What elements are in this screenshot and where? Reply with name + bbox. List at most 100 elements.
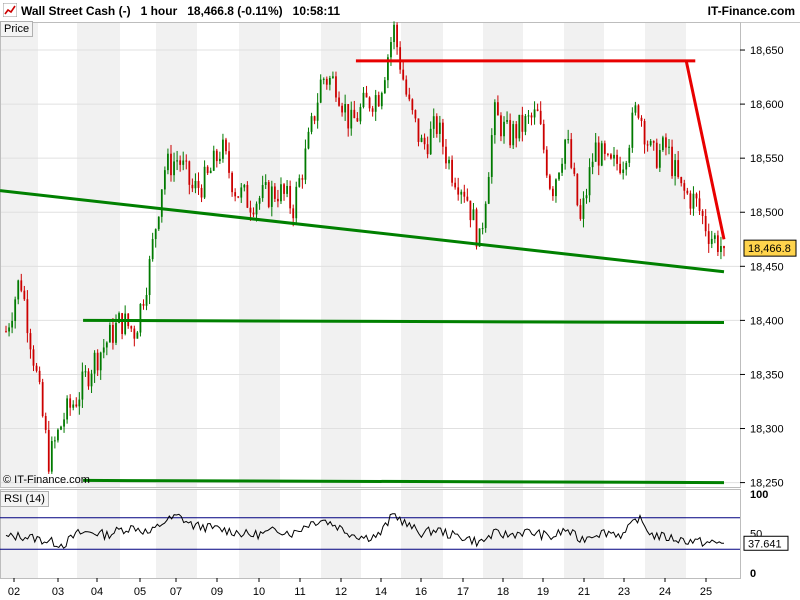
candle-body bbox=[387, 57, 389, 81]
candle-body bbox=[185, 160, 188, 162]
price-tick-label: 18,550 bbox=[750, 153, 784, 165]
candle-body bbox=[716, 235, 719, 252]
candle-body bbox=[417, 118, 420, 142]
current-price-label: 18,466.8 bbox=[748, 243, 791, 255]
candle-body bbox=[102, 347, 105, 353]
candle-body bbox=[191, 184, 194, 189]
candle-body bbox=[429, 128, 432, 155]
candle-body bbox=[11, 320, 14, 328]
day-band bbox=[77, 23, 120, 488]
candle-body bbox=[133, 328, 136, 339]
candle-body bbox=[671, 146, 673, 177]
day-band bbox=[156, 23, 197, 488]
time-tick-label: 02 bbox=[8, 586, 20, 598]
price-label: Price bbox=[0, 21, 34, 37]
candle-body bbox=[393, 24, 395, 43]
candle-body bbox=[197, 180, 200, 188]
candle-body bbox=[665, 137, 667, 148]
candle-body bbox=[655, 142, 658, 168]
candle-body bbox=[478, 228, 481, 247]
candle-body bbox=[167, 153, 169, 171]
price-tick-label: 18,250 bbox=[750, 478, 784, 490]
candle-body bbox=[108, 324, 111, 343]
rsi-day-band bbox=[156, 489, 197, 578]
time-tick-label: 19 bbox=[537, 586, 549, 598]
candle-body bbox=[414, 110, 417, 119]
candle-body bbox=[243, 184, 246, 188]
candle-body bbox=[23, 290, 26, 300]
candle-body bbox=[545, 149, 548, 176]
candle-body bbox=[539, 110, 542, 124]
candle-body bbox=[570, 139, 573, 168]
chart-header: Wall Street Cash (-) 1 hour 18,466.8 (-0… bbox=[0, 0, 800, 23]
candle-body bbox=[515, 124, 518, 139]
price-tick-label: 18,650 bbox=[750, 45, 784, 57]
candle-body bbox=[179, 160, 182, 165]
day-band bbox=[321, 23, 361, 488]
candle-body bbox=[350, 109, 353, 129]
candle-body bbox=[652, 141, 655, 143]
candle-body bbox=[20, 280, 23, 291]
candle-body bbox=[234, 192, 237, 197]
candle-body bbox=[44, 416, 47, 430]
candle-body bbox=[176, 160, 178, 162]
candle-body bbox=[188, 161, 191, 185]
candle-body bbox=[576, 173, 579, 206]
candle-body bbox=[32, 349, 35, 366]
candle-body bbox=[96, 352, 99, 371]
candle-body bbox=[643, 120, 646, 145]
candle-body bbox=[658, 150, 661, 168]
candle-body bbox=[594, 142, 597, 162]
candle-body bbox=[610, 154, 612, 159]
candle-body bbox=[390, 42, 392, 58]
time-tick-label: 03 bbox=[52, 586, 64, 598]
candle-body bbox=[512, 124, 515, 146]
candle-body bbox=[646, 144, 649, 146]
candle-body bbox=[597, 142, 600, 166]
rsi-day-band bbox=[483, 489, 523, 578]
candle-body bbox=[564, 139, 567, 164]
candle-body bbox=[298, 178, 301, 187]
candle-body bbox=[335, 76, 337, 98]
candle-body bbox=[548, 175, 551, 189]
candle-body bbox=[380, 93, 383, 107]
price-frame bbox=[0, 22, 741, 488]
price-tick-label: 18,600 bbox=[750, 99, 784, 111]
candle-body bbox=[72, 404, 75, 408]
candle-body bbox=[585, 195, 588, 199]
candle-body bbox=[701, 210, 704, 216]
rsi-line bbox=[5, 513, 725, 549]
candle-body bbox=[338, 97, 340, 106]
rsi-current-label: 37.641 bbox=[748, 538, 782, 550]
candle-body bbox=[713, 235, 716, 239]
time-tick-label: 21 bbox=[578, 586, 590, 598]
rsi-tick-label: 100 bbox=[750, 489, 768, 501]
candle-body bbox=[661, 137, 664, 151]
time-tick-label: 16 bbox=[415, 586, 427, 598]
candle-body bbox=[206, 166, 209, 174]
candle-body bbox=[710, 238, 713, 244]
day-band bbox=[239, 23, 280, 488]
current-price-tag bbox=[743, 239, 797, 257]
candle-body bbox=[628, 147, 631, 163]
candle-body bbox=[341, 105, 343, 113]
candle-body bbox=[558, 172, 560, 180]
candle-body bbox=[200, 187, 203, 198]
candle-body bbox=[622, 169, 625, 173]
candle-body bbox=[640, 117, 643, 121]
candle-body bbox=[142, 303, 145, 306]
candle-body bbox=[273, 186, 276, 199]
candle-body bbox=[215, 150, 218, 162]
candle-body bbox=[475, 209, 478, 247]
rsi-current-tag bbox=[743, 535, 789, 551]
candle-body bbox=[8, 327, 10, 332]
time-tick-label: 14 bbox=[375, 586, 387, 598]
candle-body bbox=[289, 185, 292, 209]
candle-body bbox=[157, 216, 160, 230]
candle-body bbox=[506, 120, 508, 122]
copyright-label: © IT-Finance.com bbox=[3, 474, 90, 486]
candle-body bbox=[438, 122, 441, 134]
candle-body bbox=[47, 429, 50, 472]
candle-body bbox=[246, 184, 249, 208]
